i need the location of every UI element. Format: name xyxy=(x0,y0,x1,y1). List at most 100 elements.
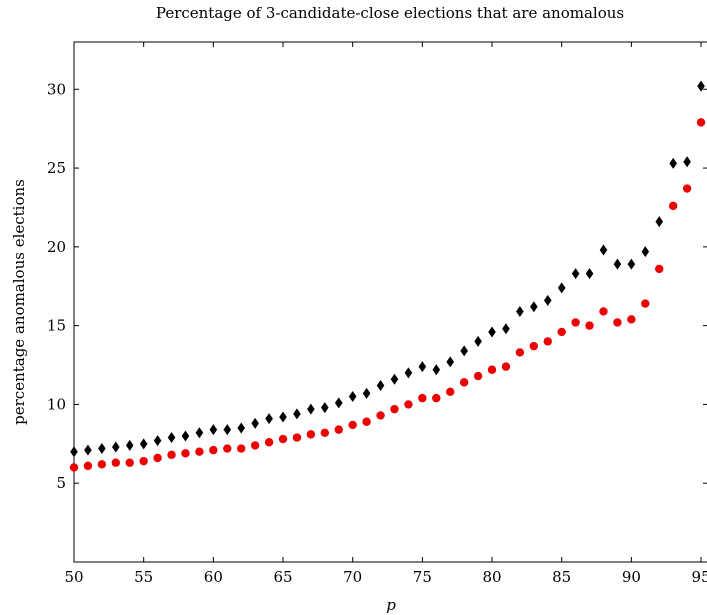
diamond-point xyxy=(98,443,106,455)
diamond-point xyxy=(655,216,664,228)
series-circle-points xyxy=(69,118,706,472)
diamond-point xyxy=(599,244,608,256)
circle-point xyxy=(292,433,302,442)
diamond-point xyxy=(348,391,357,403)
circle-point xyxy=(250,441,260,450)
circle-point xyxy=(459,378,469,387)
diamond-point xyxy=(488,326,496,338)
circle-point xyxy=(348,420,357,430)
circle-point xyxy=(655,264,664,274)
circle-point xyxy=(83,461,93,471)
diamond-point xyxy=(334,397,343,409)
x-tick-label: 55 xyxy=(134,568,153,586)
circle-point xyxy=(418,393,427,403)
diamond-point xyxy=(237,422,246,434)
circle-point xyxy=(69,463,79,472)
circle-point xyxy=(515,348,525,357)
diamond-point xyxy=(627,258,636,270)
diamond-point xyxy=(139,438,148,450)
diamond-point xyxy=(376,380,385,392)
diamond-point xyxy=(669,157,677,169)
circle-point xyxy=(153,453,162,463)
axis-ticks: 50 55 60 65 70 75 80 85 90 95 5 10 15 20 25 30 xyxy=(47,42,707,586)
circle-point xyxy=(668,201,678,211)
circle-point xyxy=(306,430,316,439)
circle-point xyxy=(446,387,455,397)
circle-point xyxy=(362,417,371,426)
diamond-point xyxy=(557,282,566,294)
x-tick-label: 90 xyxy=(622,568,641,586)
diamond-point xyxy=(307,403,315,415)
diamond-point xyxy=(432,364,441,376)
diamond-point xyxy=(502,323,510,335)
diamond-point xyxy=(613,258,622,270)
circle-point xyxy=(529,341,539,351)
circle-point xyxy=(167,450,176,460)
circle-point xyxy=(404,400,413,409)
circle-point xyxy=(125,458,134,467)
chart-title: Percentage of 3-candidate-close election… xyxy=(156,4,624,22)
circle-point xyxy=(223,444,232,453)
y-tick-label: 5 xyxy=(56,474,66,492)
circle-point xyxy=(376,411,385,420)
x-tick-label: 85 xyxy=(552,568,571,586)
x-tick-label: 70 xyxy=(343,568,362,586)
diamond-point xyxy=(195,427,204,439)
circle-point xyxy=(543,337,552,346)
diamond-point xyxy=(404,367,413,379)
diamond-point xyxy=(321,402,329,414)
circle-point xyxy=(501,362,511,371)
circle-point xyxy=(487,365,497,374)
circle-point xyxy=(571,318,580,327)
diamond-point xyxy=(125,439,134,451)
diamond-point xyxy=(446,356,455,368)
circle-point xyxy=(585,321,594,330)
y-tick-label: 25 xyxy=(47,159,66,177)
y-tick-label: 20 xyxy=(47,238,66,256)
circle-point xyxy=(473,371,483,381)
diamond-point xyxy=(265,413,273,425)
x-tick-label: 60 xyxy=(204,568,223,586)
circle-point xyxy=(237,444,246,453)
diamond-point xyxy=(683,156,691,168)
circle-point xyxy=(320,428,330,437)
diamond-point xyxy=(571,268,580,280)
circle-point xyxy=(627,315,636,324)
diamond-point xyxy=(418,361,427,373)
diamond-point xyxy=(223,424,232,436)
circle-point xyxy=(139,456,148,466)
plot-frame xyxy=(73,41,707,563)
diamond-point xyxy=(530,301,538,313)
x-tick-label: 50 xyxy=(64,568,83,586)
diamond-point xyxy=(697,80,705,92)
circle-point xyxy=(432,393,441,403)
circle-point xyxy=(278,434,288,444)
x-axis-label: p xyxy=(386,596,396,614)
diamond-point xyxy=(181,430,190,442)
diamond-point xyxy=(209,424,218,436)
circle-point xyxy=(613,318,622,327)
circle-point xyxy=(682,184,692,193)
diamond-point xyxy=(293,408,301,420)
diamond-point xyxy=(251,417,259,429)
diamond-point xyxy=(167,432,176,444)
circle-point xyxy=(334,425,343,434)
circle-point xyxy=(696,118,706,127)
y-tick-label: 15 xyxy=(47,317,66,335)
x-tick-label: 80 xyxy=(482,568,501,586)
circle-point xyxy=(599,307,608,316)
circle-point xyxy=(264,438,274,447)
diamond-point xyxy=(70,446,78,458)
diamond-point xyxy=(153,435,162,447)
circle-point xyxy=(390,404,399,414)
diamond-point xyxy=(585,268,594,280)
x-tick-label: 65 xyxy=(273,568,292,586)
diamond-point xyxy=(474,335,482,347)
y-tick-label: 30 xyxy=(47,80,66,98)
diamond-point xyxy=(641,246,650,258)
y-axis-label: percentage anomalous elections xyxy=(10,179,28,425)
diamond-point xyxy=(390,373,399,385)
circle-point xyxy=(111,458,121,467)
diamond-point xyxy=(84,444,92,456)
